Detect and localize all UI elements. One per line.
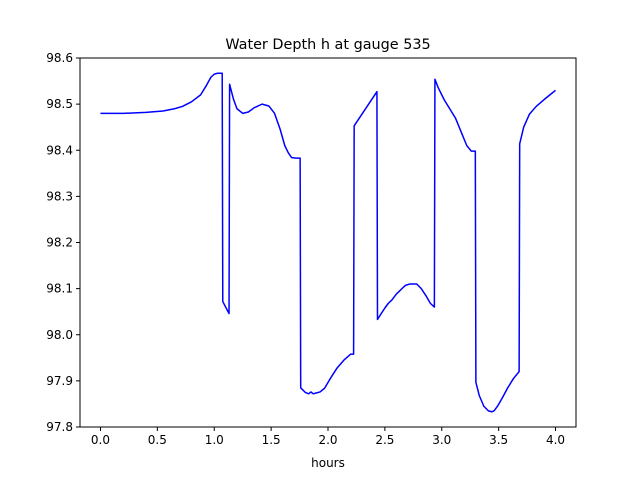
x-axis: 0.0 0.5 1.0 1.5 2.0 2.5 3.0 3.5 4.0 (91, 427, 565, 447)
x-tick-label: 0.5 (148, 433, 167, 447)
x-axis-label: hours (311, 456, 345, 470)
y-tick-label: 98.6 (46, 51, 73, 65)
y-axis: 97.8 97.9 98.0 98.1 98.2 98.3 98.4 98.5 98.6 (46, 51, 80, 434)
y-tick-label: 98.5 (46, 97, 73, 111)
x-tick-label: 2.0 (318, 433, 337, 447)
plot-area (79, 57, 577, 428)
series-line-0 (100, 72, 556, 413)
plot-background (80, 58, 576, 427)
y-tick-label: 98.4 (46, 143, 73, 157)
y-tick-label: 98.0 (46, 328, 73, 342)
x-tick-label: 3.5 (489, 433, 508, 447)
x-tick-label: 3.0 (432, 433, 451, 447)
y-tick-label: 98.3 (46, 189, 73, 203)
y-tick-label: 97.9 (46, 374, 73, 388)
y-tick-label: 98.2 (46, 236, 73, 250)
x-tick-label: 2.5 (375, 433, 394, 447)
y-tick-label: 97.8 (46, 420, 73, 434)
series-layer (100, 72, 556, 413)
x-tick-label: 0.0 (91, 433, 110, 447)
chart-title: Water Depth h at gauge 535 (225, 37, 430, 53)
x-tick-label: 4.0 (546, 433, 565, 447)
x-tick-label: 1.5 (262, 433, 281, 447)
x-tick-label: 1.0 (205, 433, 224, 447)
y-tick-label: 98.1 (46, 282, 73, 296)
